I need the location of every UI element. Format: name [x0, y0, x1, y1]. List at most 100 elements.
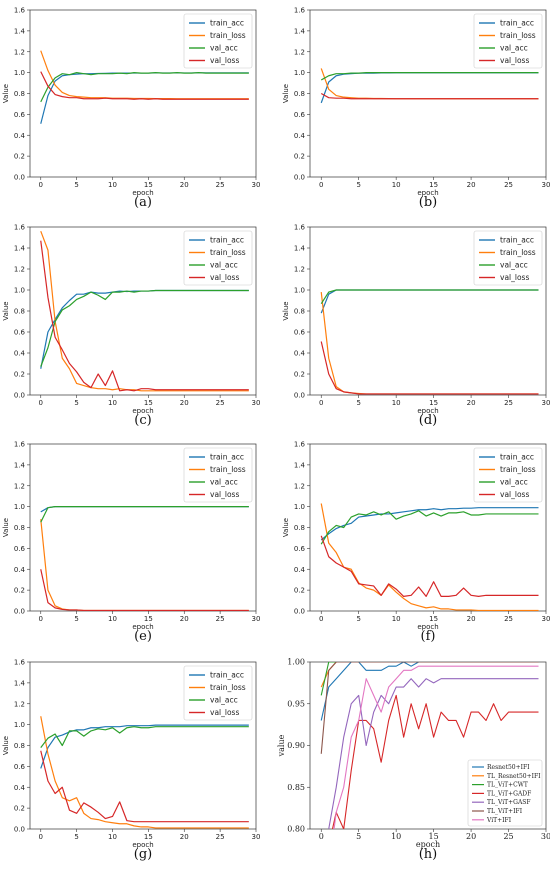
- y-tick-label: 1.4: [14, 679, 26, 687]
- legend: train_acc train_loss val_acc val_loss: [183, 13, 253, 69]
- x-axis-label: epoch: [417, 189, 438, 197]
- y-tick-label: 1.4: [294, 27, 306, 35]
- x-tick-label: 25: [216, 181, 225, 189]
- x-tick-label: 20: [467, 615, 476, 623]
- y-axis-label: Value: [2, 301, 10, 320]
- series-group: [40, 230, 249, 392]
- y-tick-label: 0.8: [14, 90, 25, 98]
- y-tick-label: 0.2: [294, 153, 305, 161]
- series-line-val-loss: [40, 240, 249, 392]
- x-axis-label: epoch: [417, 407, 438, 415]
- y-tick-label: 1.6: [14, 659, 26, 667]
- x-axis-label: epoch: [417, 623, 438, 631]
- x-tick-label: 30: [252, 615, 261, 623]
- y-tick-label: 0.2: [294, 587, 305, 595]
- y-tick-label: 1.00: [287, 658, 305, 667]
- x-tick-label: 0: [319, 181, 323, 189]
- y-tick-label: 1.2: [14, 700, 25, 708]
- panel-caption: (h): [419, 847, 438, 862]
- y-tick-label: 0.4: [14, 132, 26, 140]
- series-group: [320, 662, 539, 829]
- series-line-train-acc: [320, 289, 539, 314]
- series-group: [320, 68, 539, 104]
- series-group: [40, 50, 249, 124]
- x-tick-label: 30: [252, 833, 261, 841]
- legend-box: [183, 447, 253, 503]
- x-tick-label: 0: [319, 399, 323, 407]
- x-axis-label: epoch: [132, 623, 153, 631]
- legend-label: train_acc: [210, 671, 244, 680]
- x-tick-label: 5: [74, 615, 78, 623]
- legend-label: val_loss: [500, 490, 529, 499]
- panel-caption: (e): [134, 629, 152, 644]
- x-tick-label: 5: [74, 181, 78, 189]
- x-axis-label: epoch: [416, 840, 440, 849]
- legend: train_acc train_loss val_acc val_loss: [183, 230, 253, 286]
- x-tick-label: 10: [391, 832, 401, 841]
- y-axis-label: Value: [2, 84, 10, 103]
- series-line-train-loss: [320, 292, 539, 395]
- chart-panel-c: 0 5 10 15 20 25 30 0.0 0.2 0.4 0.6 0.8 1.0 1.2 1.4 1.6 e…: [2, 224, 260, 429]
- series-line-tl-vit-ifi: [320, 662, 539, 754]
- y-tick-label: 0.8: [294, 308, 305, 316]
- y-tick-label: 0.85: [287, 783, 305, 792]
- x-tick-label: 10: [108, 833, 117, 841]
- y-tick-label: 0.0: [14, 174, 25, 182]
- series-line-vit-ifi: [333, 665, 539, 829]
- series-line-train-loss: [40, 519, 249, 611]
- y-tick-label: 0.8: [14, 308, 25, 316]
- chart-panel-d: 0 5 10 15 20 25 30 0.0 0.2 0.4 0.6 0.8 1.0 1.2 1.4 1.6 e…: [282, 224, 550, 429]
- legend-label: Resnet50+IFI: [487, 764, 530, 771]
- legend-box: [467, 759, 543, 827]
- x-tick-label: 15: [429, 832, 439, 841]
- y-tick-label: 1.0: [294, 69, 305, 77]
- y-tick-label: 1.2: [294, 48, 305, 56]
- x-tick-label: 0: [319, 832, 324, 841]
- x-tick-label: 15: [429, 615, 438, 623]
- y-tick-label: 0.6: [14, 111, 26, 119]
- y-tick-label: 1.6: [294, 7, 306, 15]
- x-tick-label: 25: [216, 833, 225, 841]
- chart-panel-g: 0 5 10 15 20 25 30 0.0 0.2 0.4 0.6 0.8 1.0 1.2 1.4 1.6 e…: [2, 659, 260, 863]
- y-tick-label: 1.2: [14, 482, 25, 490]
- y-tick-label: 1.0: [14, 287, 25, 295]
- y-tick-label: 0.4: [294, 350, 306, 358]
- y-tick-label: 0.0: [294, 392, 305, 400]
- series-line-train-loss: [40, 230, 249, 392]
- y-tick-label: 0.4: [14, 784, 26, 792]
- y-tick-label: 0.90: [287, 741, 305, 750]
- x-tick-label: 10: [392, 399, 401, 407]
- y-tick-label: 0.6: [14, 763, 26, 771]
- x-tick-label: 0: [39, 833, 43, 841]
- x-tick-label: 15: [144, 181, 153, 189]
- series-line-val-acc: [320, 72, 539, 81]
- legend-label: val_loss: [210, 490, 239, 499]
- series-line-resnet50-ifi: [320, 662, 539, 721]
- x-axis-label: epoch: [132, 841, 153, 849]
- legend: Resnet50+IFITL_Resnet50+IFITL_ViT+CWTTL_…: [467, 759, 543, 827]
- legend-label: val_acc: [210, 261, 238, 270]
- y-tick-label: 0.8: [14, 524, 25, 532]
- y-tick-label: 0.95: [287, 699, 305, 708]
- y-tick-label: 1.6: [14, 224, 26, 232]
- x-tick-label: 0: [319, 615, 323, 623]
- y-tick-label: 0.4: [294, 132, 306, 140]
- series-line-val-acc: [40, 506, 249, 523]
- x-tick-label: 30: [252, 181, 261, 189]
- x-tick-label: 25: [504, 615, 513, 623]
- legend-label: val_acc: [500, 478, 528, 487]
- y-tick-label: 1.2: [294, 482, 305, 490]
- legend-label: val_acc: [500, 44, 528, 53]
- y-tick-label: 1.4: [14, 461, 26, 469]
- x-tick-label: 0: [39, 399, 43, 407]
- x-tick-label: 15: [144, 399, 153, 407]
- y-tick-label: 0.6: [294, 111, 306, 119]
- y-tick-label: 0.8: [294, 90, 305, 98]
- x-tick-label: 20: [467, 181, 476, 189]
- legend-label: train_acc: [500, 453, 534, 462]
- y-tick-label: 0.6: [14, 329, 26, 337]
- x-tick-label: 10: [392, 615, 401, 623]
- legend-label: train_loss: [210, 683, 246, 692]
- y-tick-label: 0.0: [294, 608, 305, 616]
- y-tick-label: 1.6: [294, 224, 306, 232]
